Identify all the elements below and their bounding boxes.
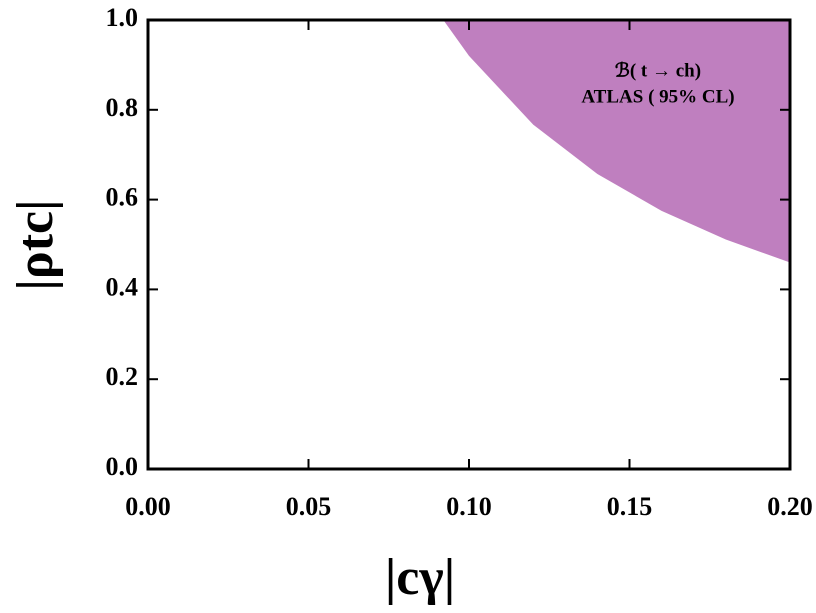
y-tick-label: 0.6 <box>106 183 139 212</box>
y-tick-label: 1.0 <box>106 3 139 32</box>
x-axis-label: |cγ| <box>385 549 455 606</box>
annotation: ATLAS ( 95% CL) <box>581 86 734 107</box>
x-tick-label: 0.20 <box>767 492 813 521</box>
y-axis-label: |ρtc| <box>7 199 64 290</box>
x-tick-label: 0.15 <box>607 492 653 521</box>
y-tick-label: 0.4 <box>106 272 139 301</box>
x-tick-label: 0.00 <box>125 492 171 521</box>
y-tick-label: 0.2 <box>106 362 139 391</box>
y-tick-label: 0.8 <box>106 93 139 122</box>
annotation: ℬ( t → ch) <box>615 60 701 81</box>
excluded-region <box>443 20 790 263</box>
y-tick-label: 0.0 <box>106 452 139 481</box>
x-tick-label: 0.10 <box>446 492 492 521</box>
x-tick-label: 0.05 <box>286 492 332 521</box>
